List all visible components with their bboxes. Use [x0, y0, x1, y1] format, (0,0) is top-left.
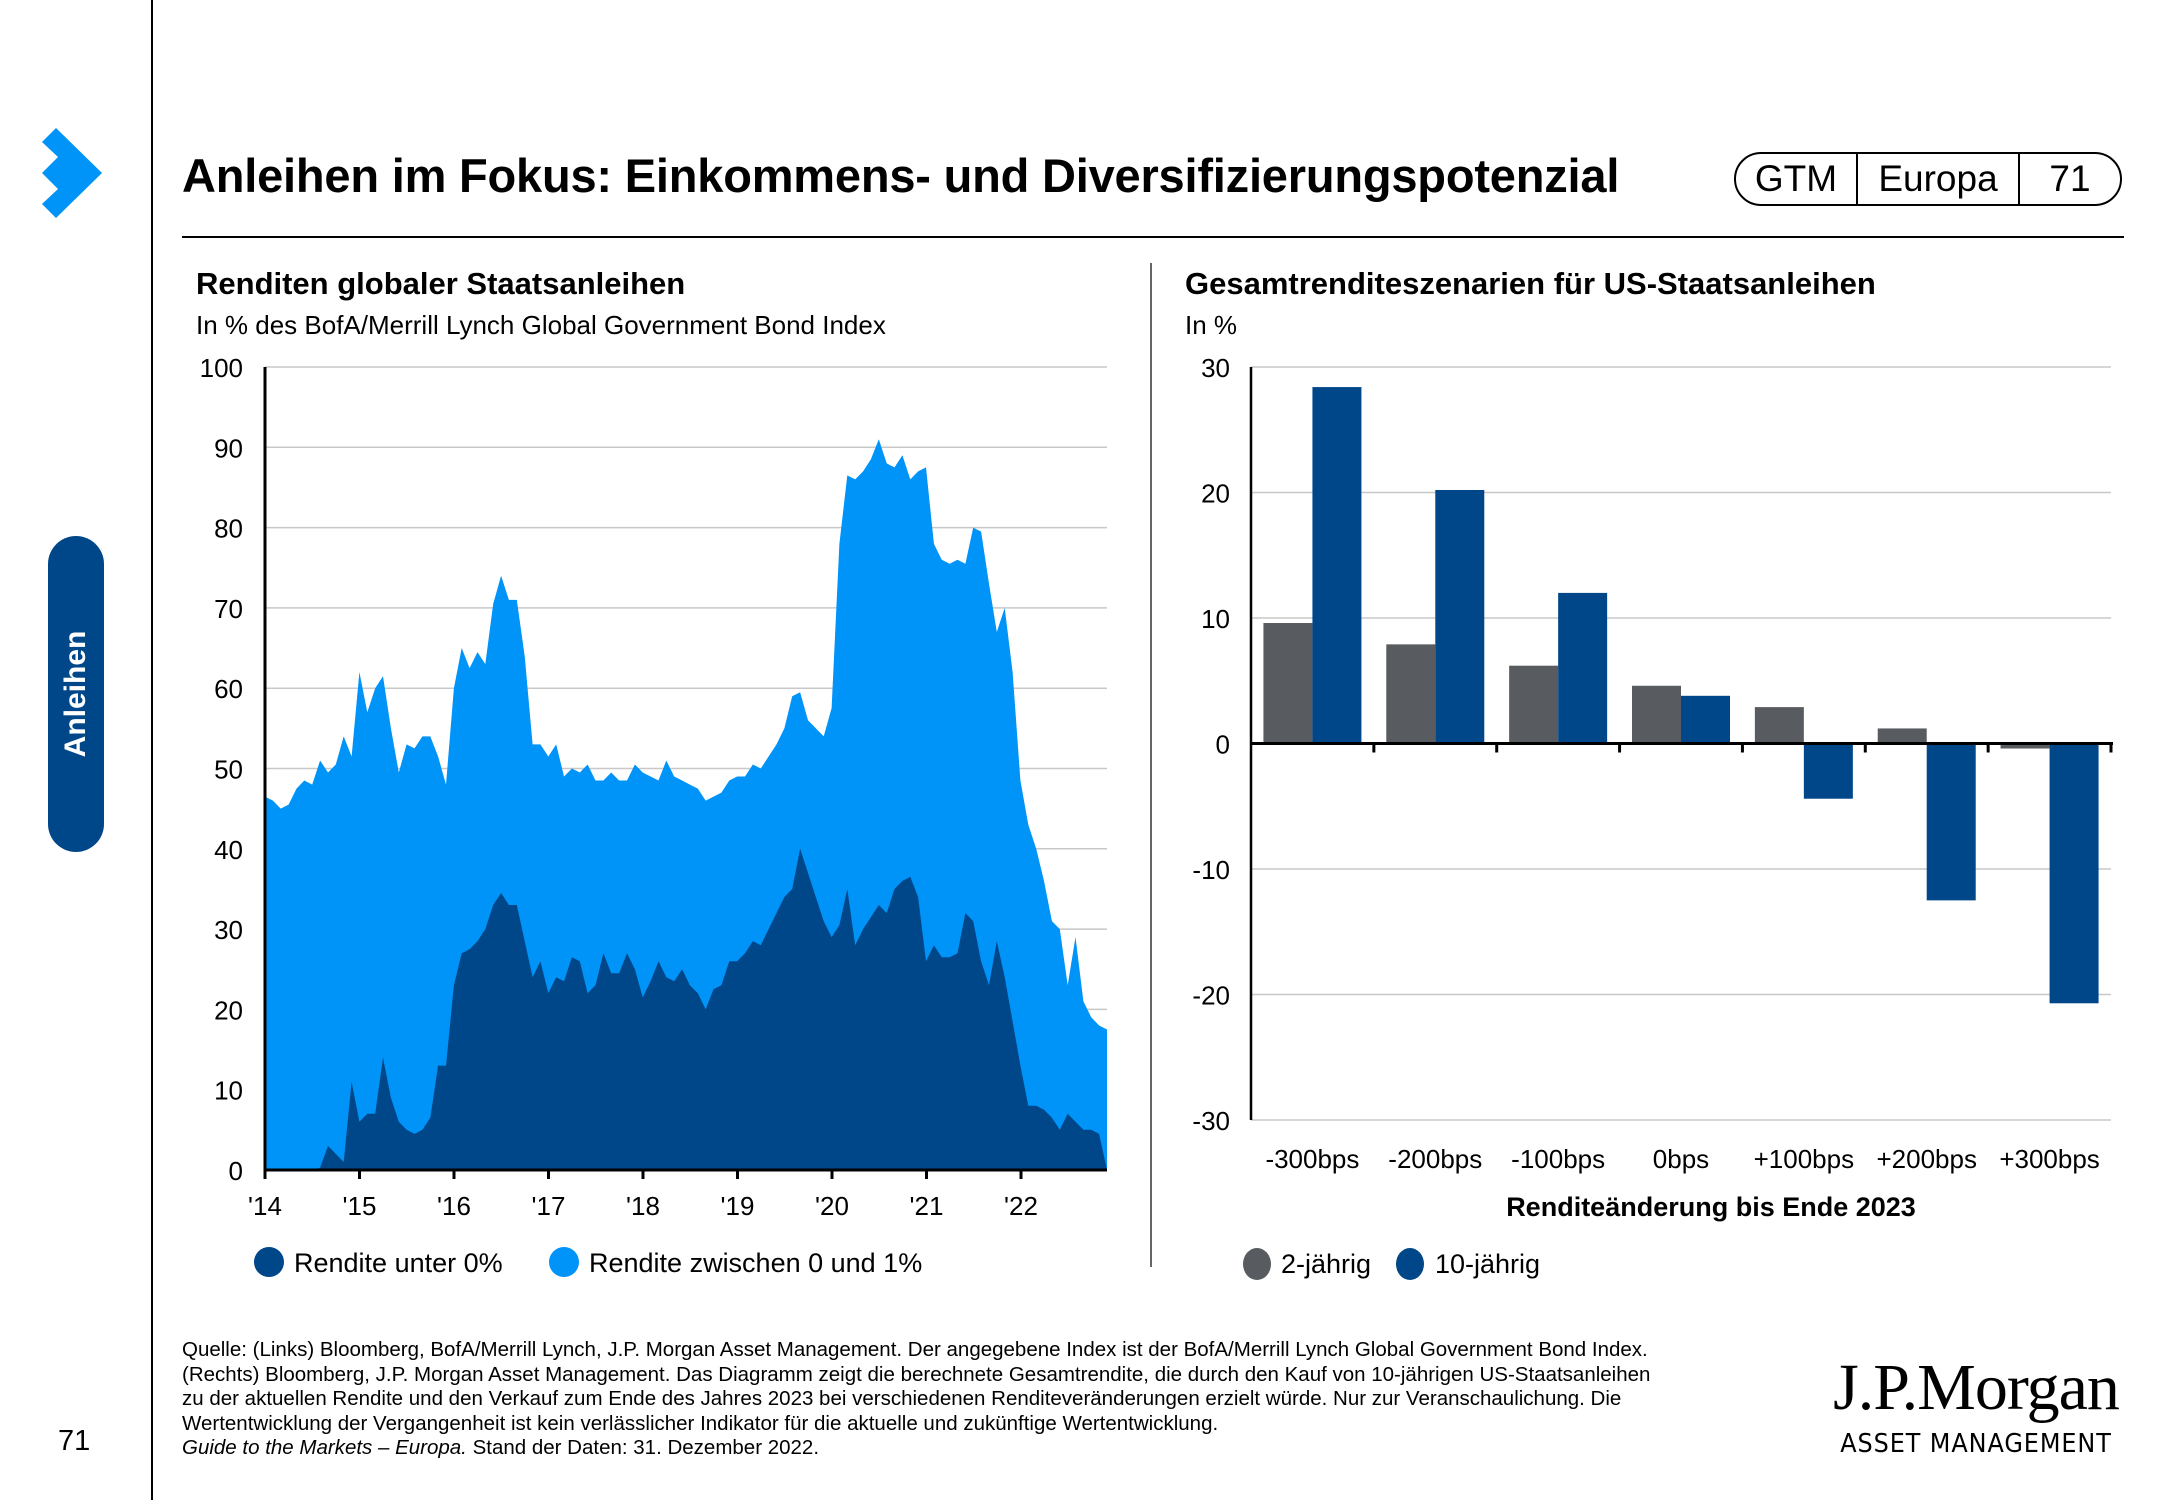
bar-2-jährig — [1632, 685, 1681, 744]
legend-swatch-0-1 — [549, 1247, 579, 1277]
legend-swatch-below-0 — [254, 1247, 284, 1277]
bar-10-jährig — [1435, 489, 1485, 744]
logo-subline: ASSET MANAGEMENT — [1840, 1429, 2112, 1459]
area-series-below-0pct — [265, 848, 1107, 1170]
right-chart-title: Gesamtrenditeszenarien für US-Staatsanle… — [1185, 266, 1876, 301]
jpmorgan-logo: J.P.Morgan ASSET MANAGEMENT — [1828, 1351, 2124, 1460]
guide-title: Guide to the Markets – Europa. — [182, 1436, 467, 1459]
x-tick-label: -300bps — [1265, 1144, 1359, 1174]
sidebar-divider — [151, 0, 153, 1500]
y-tick-label: 0 — [1216, 730, 1230, 760]
y-tick-label: 50 — [214, 755, 243, 785]
y-tick-label: -10 — [1192, 855, 1230, 885]
bar-2-jährig — [1263, 623, 1313, 744]
footnote-line: (Rechts) Bloomberg, J.P. Morgan Asset Ma… — [182, 1362, 1651, 1386]
header-pill: GTM Europa 71 — [1734, 152, 2122, 206]
logo-wordmark: J.P.Morgan — [1833, 1351, 2120, 1424]
y-tick-label: 20 — [214, 995, 243, 1025]
pill-region: Europa — [1858, 154, 2020, 204]
y-tick-label: -30 — [1192, 1106, 1230, 1136]
x-tick-label: +200bps — [1876, 1144, 1976, 1174]
chevron-right-icon — [42, 128, 102, 218]
x-tick-label: '18 — [626, 1191, 660, 1221]
y-tick-label: 90 — [214, 433, 243, 463]
x-tick-label: '22 — [1004, 1191, 1038, 1221]
left-chart-subtitle: In % des BofA/Merrill Lynch Global Gover… — [196, 310, 886, 340]
bar-2-jährig — [1509, 665, 1559, 744]
x-tick-label: '20 — [815, 1191, 849, 1221]
x-tick-label: '19 — [721, 1191, 755, 1221]
y-tick-label: 70 — [214, 594, 243, 624]
x-axis-title: Renditeänderung bis Ende 2023 — [1506, 1192, 1916, 1222]
y-tick-label: 10 — [214, 1076, 243, 1106]
x-tick-label: '21 — [910, 1191, 944, 1221]
x-tick-label: '15 — [343, 1191, 377, 1221]
page-number: 71 — [58, 1425, 91, 1457]
pill-page: 71 — [2049, 158, 2091, 199]
x-tick-label: '16 — [437, 1191, 471, 1221]
right-bar-chart: 30 20 10 0 -10 -20 -30 -300bps -200bps -100bps 0bp… — [1192, 353, 2113, 1280]
bar-10-jährig — [1312, 387, 1362, 744]
legend-swatch-2y — [1243, 1248, 1271, 1280]
legend-label-2y: 2-jährig — [1281, 1249, 1371, 1279]
legend-swatch-10y — [1396, 1248, 1424, 1280]
as-of-date: Stand der Daten: 31. Dezember 2022. — [466, 1436, 820, 1459]
y-tick-label: 10 — [1201, 604, 1230, 634]
bar-10-jährig — [1681, 695, 1730, 744]
y-tick-label: 20 — [1201, 479, 1230, 509]
bar-2-jährig — [1877, 728, 1927, 744]
left-area-chart: 0 10 20 30 40 50 60 70 80 90 100 '14 '15 '16 '17 '18 '19… — [200, 353, 1107, 1278]
x-tick-label: -200bps — [1388, 1144, 1482, 1174]
x-tick-label: -100bps — [1511, 1144, 1605, 1174]
y-tick-label: 30 — [214, 915, 243, 945]
legend-label-below-0: Rendite unter 0% — [294, 1248, 503, 1278]
footnote-line: Wertentwicklung der Vergangenheit ist ke… — [182, 1411, 1219, 1435]
bar-2-jährig — [1754, 707, 1804, 744]
x-tick-label: 0bps — [1653, 1144, 1709, 1174]
page-title: Anleihen im Fokus: Einkommens- und Diver… — [182, 149, 1620, 202]
left-chart-title: Renditen globaler Staatsanleihen — [196, 266, 686, 301]
right-chart-subtitle: In % — [1185, 310, 1238, 340]
y-tick-label: 100 — [200, 353, 243, 383]
chart-divider — [1150, 263, 1152, 1267]
pill-gtm: GTM — [1736, 154, 1858, 204]
x-tick-label: +300bps — [1999, 1144, 2099, 1174]
legend-label-0-1: Rendite zwischen 0 und 1% — [589, 1248, 922, 1278]
y-tick-label: 80 — [214, 514, 243, 544]
source-footnote: Quelle: (Links) Bloomberg, BofA/Merrill … — [182, 1338, 1787, 1461]
y-tick-label: 30 — [1201, 353, 1230, 383]
legend-label-10y: 10-jährig — [1435, 1249, 1540, 1279]
bar-10-jährig — [2049, 743, 2099, 1004]
x-tick-label: +100bps — [1754, 1144, 1854, 1174]
bar-2-jährig — [2000, 743, 2050, 749]
bar-10-jährig — [1803, 743, 1853, 799]
footnote-line: Quelle: (Links) Bloomberg, BofA/Merrill … — [182, 1338, 1648, 1361]
bar-2-jährig — [1386, 644, 1436, 744]
y-tick-label: 40 — [214, 835, 243, 865]
section-tab-anleihen[interactable]: Anleihen — [48, 536, 104, 852]
y-tick-label: 60 — [214, 674, 243, 704]
x-tick-label: '14 — [248, 1191, 282, 1221]
bar-10-jährig — [1558, 592, 1608, 744]
footnote-line: zu der aktuellen Rendite und den Verkauf… — [182, 1387, 1622, 1410]
y-tick-label: 0 — [229, 1156, 243, 1186]
bar-10-jährig — [1926, 743, 1976, 901]
title-rule — [182, 236, 2124, 238]
y-tick-label: -20 — [1192, 981, 1230, 1011]
x-tick-label: '17 — [532, 1191, 566, 1221]
footnote-guide-line: Guide to the Markets – Europa. Stand der… — [182, 1436, 1787, 1461]
